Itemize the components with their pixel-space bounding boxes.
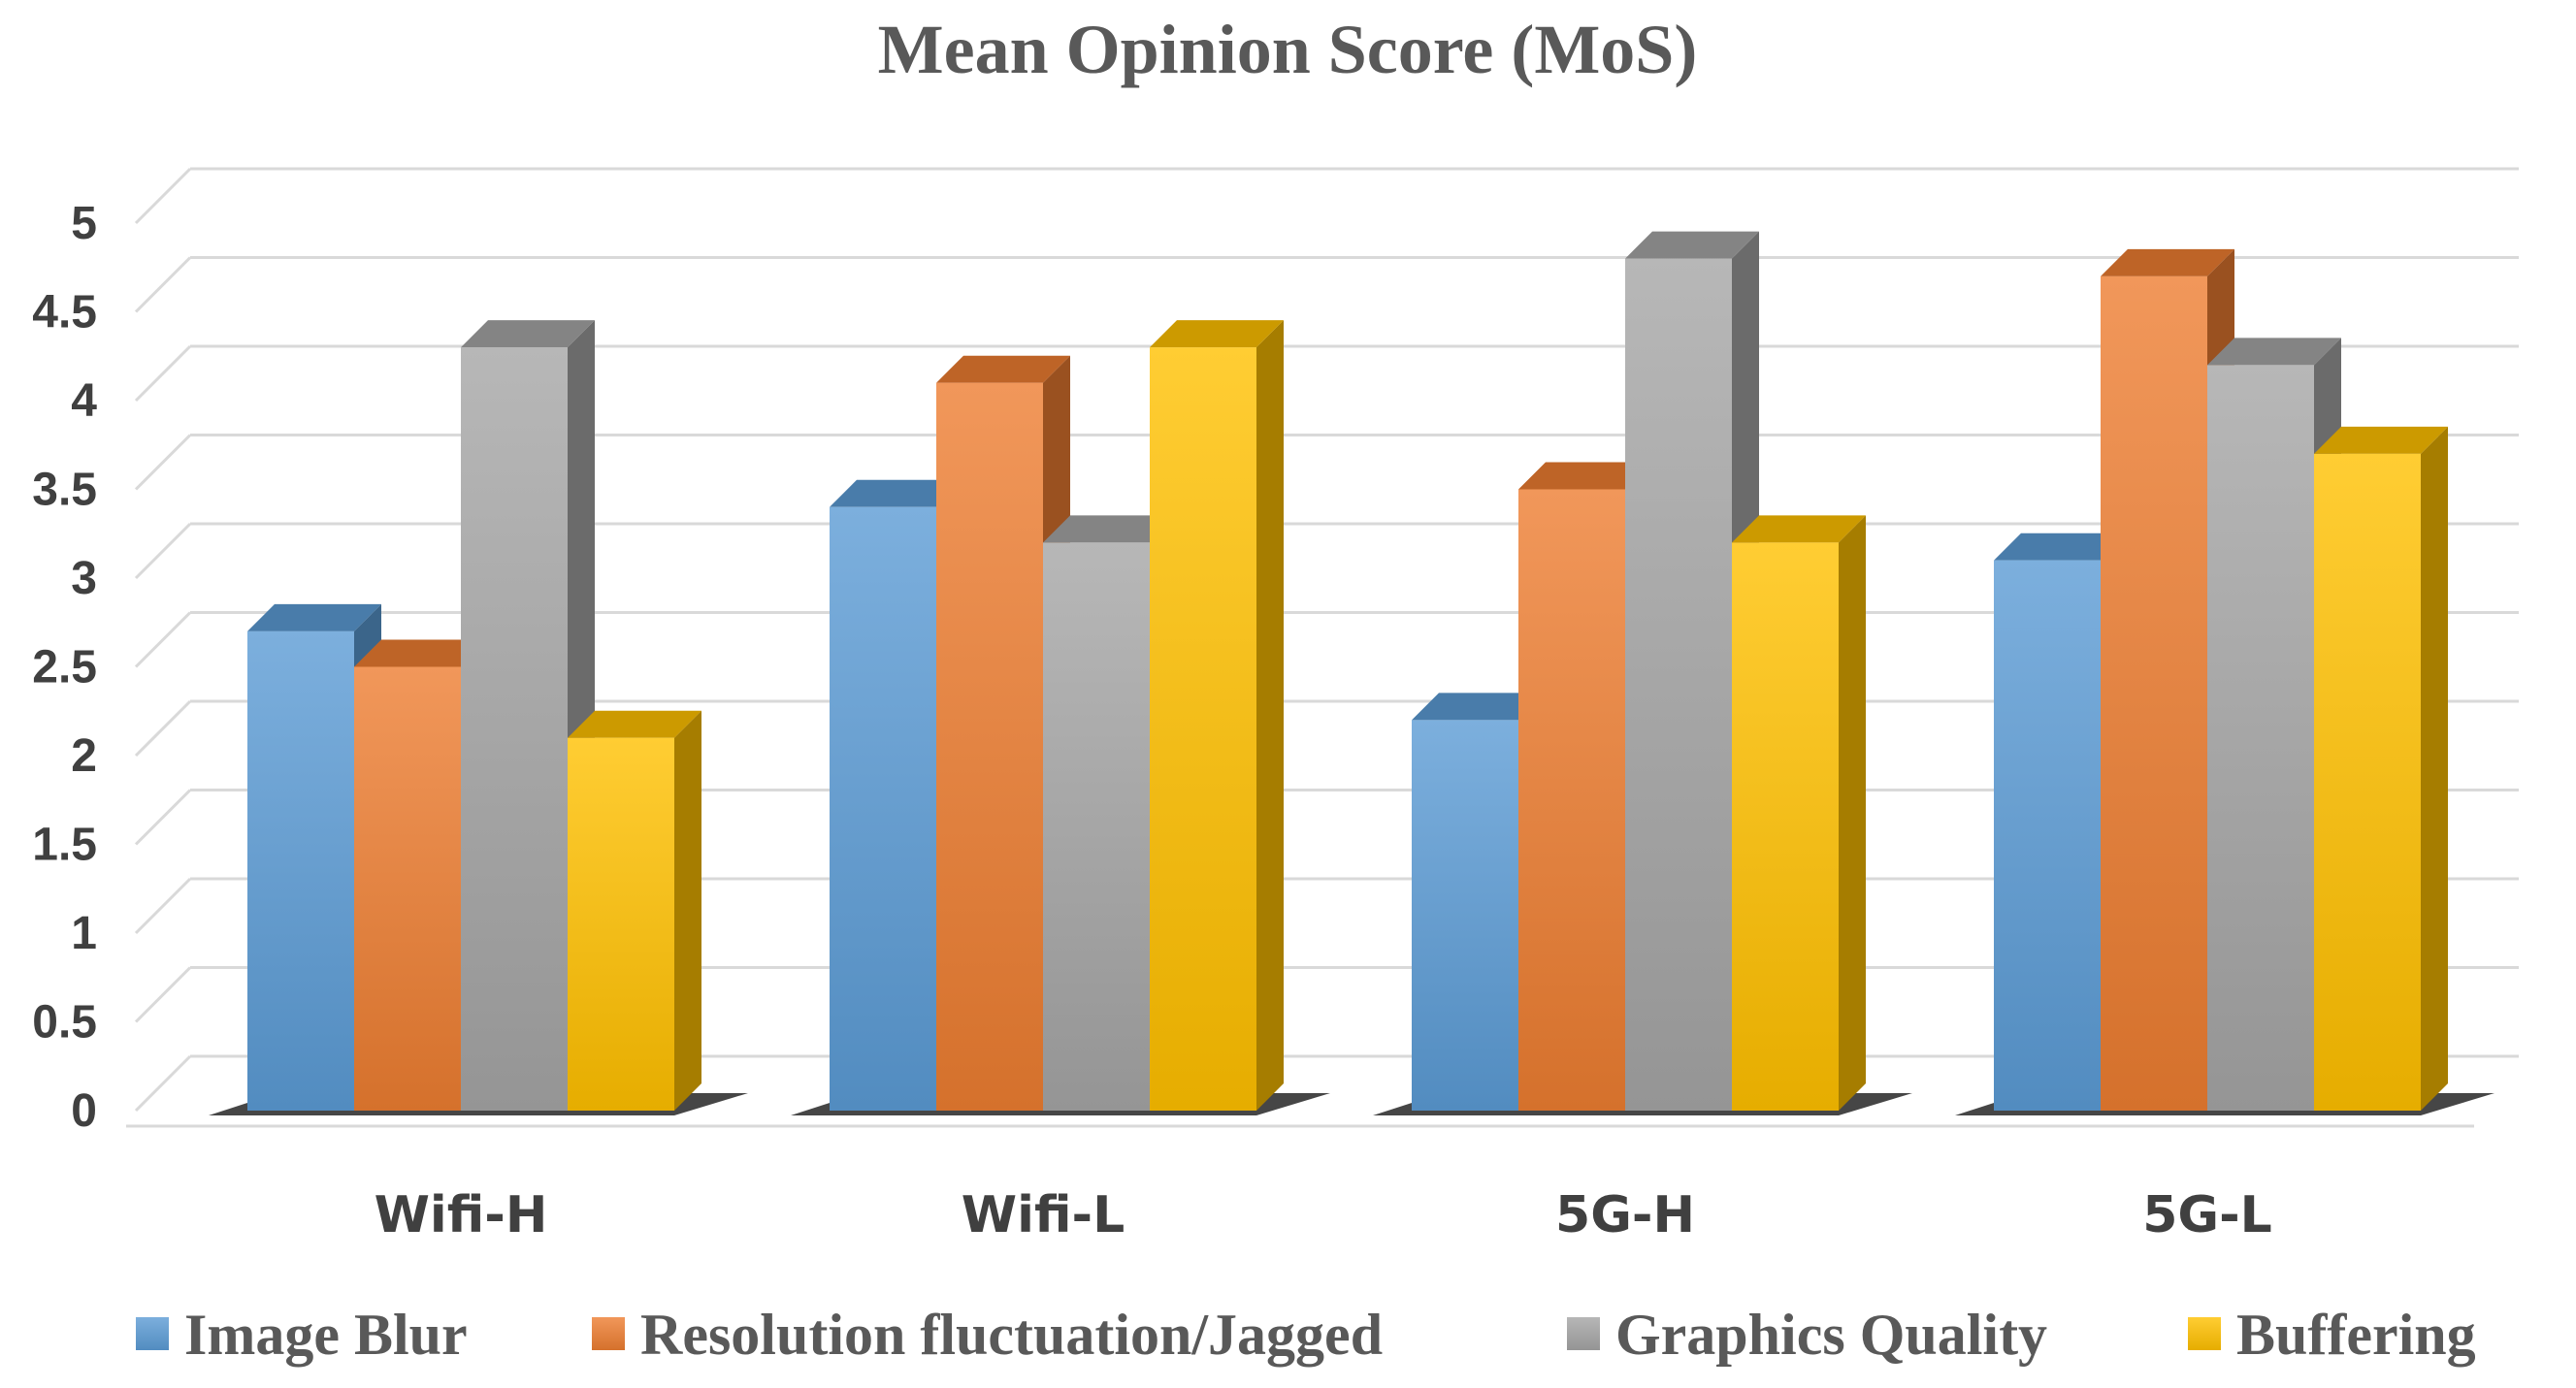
gridline-depth — [134, 344, 192, 403]
bar-top — [568, 710, 701, 738]
y-tick-label: 4 — [71, 375, 97, 427]
y-tick-label: 0.5 — [32, 997, 97, 1049]
x-tick-label: 5G-H — [1555, 1186, 1695, 1244]
y-tick-label: 3.5 — [32, 465, 97, 516]
bar-front — [461, 347, 568, 1112]
bar-side — [1256, 320, 1284, 1112]
legend-item-graphics-quality: Graphics Quality — [1567, 1303, 2047, 1367]
bar-5g-h-buffering — [1732, 515, 1866, 1111]
bar-top — [1518, 462, 1652, 490]
bar-wifi-l-buffering — [1150, 320, 1284, 1112]
bar-side — [2421, 426, 2448, 1111]
gridline-depth — [134, 789, 192, 846]
bar-front — [2207, 365, 2314, 1111]
legend-swatch — [592, 1317, 625, 1350]
bar-top — [2314, 426, 2448, 454]
bar-front — [1412, 720, 1518, 1111]
x-tick-label: Wifi-H — [375, 1186, 548, 1244]
bar-top — [2101, 248, 2234, 276]
bar-front — [1732, 542, 1839, 1111]
y-tick-label: 1.5 — [32, 820, 97, 871]
bar-side — [674, 710, 701, 1111]
legend-label: Image Blur — [184, 1303, 468, 1367]
x-axis-ticks: Wifi-H Wifi-L 5G-H 5G-L — [375, 1186, 2272, 1244]
bar-top — [1625, 231, 1759, 259]
gridline-depth — [134, 699, 192, 758]
bars — [209, 231, 2494, 1115]
y-tick-label: 2.5 — [32, 642, 97, 694]
gridline-depth — [134, 611, 192, 668]
legend: Image Blur Resolution fluctuation/Jagged G… — [136, 1303, 2476, 1367]
bar-top — [247, 603, 381, 631]
bar-front — [2314, 453, 2421, 1111]
chart-title: Mean Opinion Score (MoS) — [878, 11, 1698, 88]
gridline-depth — [134, 1054, 192, 1113]
bar-front — [2101, 275, 2207, 1111]
bar-front — [247, 630, 354, 1111]
bar-top — [1150, 320, 1284, 348]
y-tick-label: 2 — [71, 730, 97, 782]
bar-top — [2207, 338, 2341, 366]
legend-swatch — [136, 1317, 169, 1350]
legend-item-resolution-fluctuation-jagged: Resolution fluctuation/Jagged — [592, 1303, 1383, 1367]
bar-front — [1150, 347, 1256, 1112]
y-tick-label: 4.5 — [32, 287, 97, 339]
gridline-depth — [134, 256, 192, 313]
bar-top — [1994, 533, 2128, 561]
bar-top — [830, 479, 963, 507]
x-tick-label: 5G-L — [2142, 1186, 2272, 1244]
bar-side — [1839, 515, 1866, 1111]
legend-item-image-blur: Image Blur — [136, 1303, 468, 1367]
bar-front — [1518, 489, 1625, 1111]
legend-label: Buffering — [2236, 1303, 2476, 1367]
bar-top — [1043, 515, 1177, 543]
bar-front — [1043, 542, 1150, 1111]
bar-front — [1994, 560, 2101, 1111]
bar-top — [1732, 515, 1866, 543]
legend-item-buffering: Buffering — [2188, 1303, 2476, 1367]
y-tick-label: 3 — [71, 553, 97, 604]
gridline-depth — [134, 434, 192, 491]
bar-5g-l-buffering — [2314, 426, 2448, 1111]
bar-front — [936, 382, 1043, 1111]
legend-swatch — [2188, 1317, 2221, 1350]
bar-front — [568, 737, 674, 1111]
bar-top — [936, 355, 1070, 383]
y-axis-ticks: 0 0.5 1 1.5 2 2.5 3 3.5 4 4.5 5 — [32, 198, 97, 1137]
x-tick-label: Wifi-L — [962, 1186, 1125, 1244]
y-tick-label: 5 — [71, 198, 97, 249]
legend-label: Resolution fluctuation/Jagged — [640, 1303, 1383, 1367]
gridline-depth — [134, 522, 192, 580]
bar-top — [461, 320, 595, 348]
legend-label: Graphics Quality — [1615, 1303, 2047, 1367]
bar-front — [1625, 258, 1732, 1112]
bar-front — [354, 666, 461, 1111]
y-tick-label: 0 — [71, 1085, 97, 1137]
gridline-depth — [134, 966, 192, 1023]
bar-wifi-h-buffering — [568, 710, 701, 1111]
bar-front — [830, 506, 936, 1111]
bar-top — [354, 639, 488, 667]
y-tick-label: 1 — [71, 908, 97, 959]
bar-top — [1412, 693, 1546, 721]
legend-swatch — [1567, 1317, 1600, 1350]
gridline-depth — [134, 167, 192, 225]
gridline-depth — [134, 877, 192, 935]
